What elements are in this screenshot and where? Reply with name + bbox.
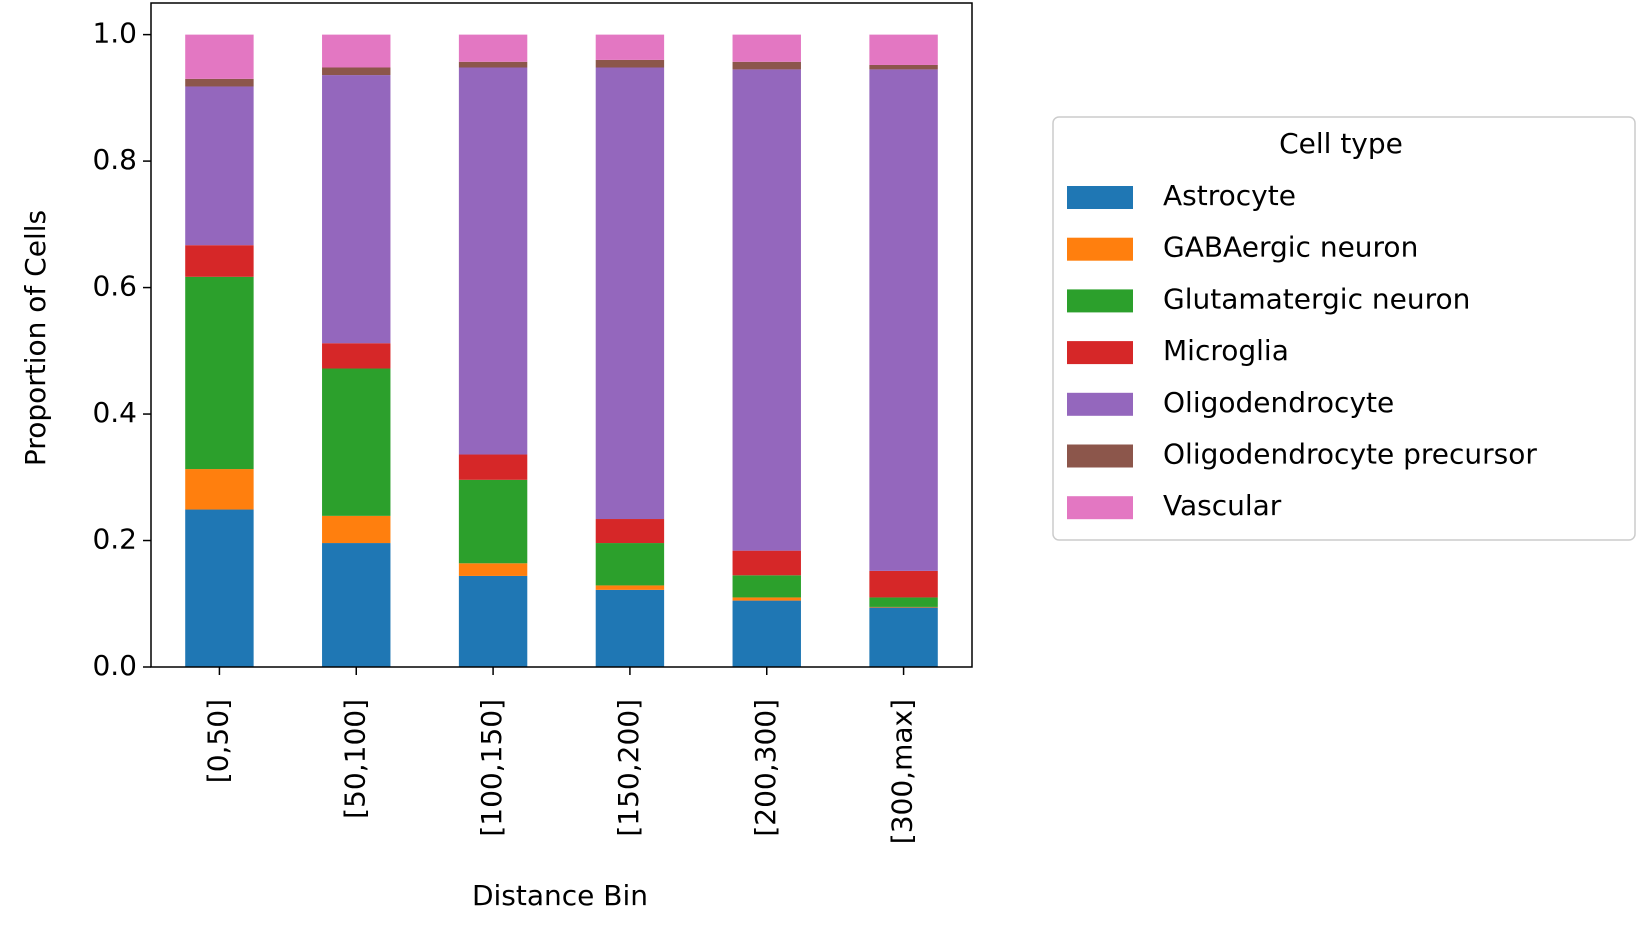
bar-segment <box>322 67 391 76</box>
x-tick-label: [300,max] <box>886 699 919 844</box>
x-tick-label: [50,100] <box>338 699 371 819</box>
legend-label: Glutamatergic neuron <box>1163 282 1470 315</box>
legend-swatch <box>1067 289 1133 313</box>
bar-segment <box>869 64 938 70</box>
bar-segment <box>595 67 665 520</box>
x-tick-label: [150,200] <box>612 699 645 837</box>
bar-segment <box>732 550 801 576</box>
legend-box <box>1052 116 1636 541</box>
legend-label: Oligodendrocyte <box>1163 386 1394 419</box>
legend-label: GABAergic neuron <box>1163 231 1418 264</box>
x-tick-label: [0,50] <box>201 699 234 783</box>
legend-label: Microglia <box>1163 334 1289 367</box>
bar-segment <box>732 600 801 667</box>
legend-swatch <box>1067 392 1133 416</box>
bar-segment <box>869 607 938 667</box>
y-tick-label: 0.6 <box>92 270 137 303</box>
legend-label: Vascular <box>1163 489 1282 522</box>
bar-segment <box>322 515 391 544</box>
bar-segment <box>869 69 938 571</box>
plot-frame <box>150 2 973 668</box>
legend-swatch <box>1067 444 1133 468</box>
y-tick-label: 0.8 <box>92 143 137 176</box>
bar-segment <box>595 59 665 68</box>
bar-segment <box>322 543 391 667</box>
bar-segment <box>595 585 665 590</box>
bar-segment <box>458 34 528 62</box>
bar-segment <box>732 69 801 551</box>
y-axis-label: Proportion of Cells <box>19 210 52 466</box>
x-axis-label: Distance Bin <box>472 879 648 912</box>
bar-segment <box>732 61 801 70</box>
bar-segment <box>869 34 938 65</box>
bar-segment <box>322 34 391 68</box>
bar-segment <box>732 34 801 62</box>
legend-label: Astrocyte <box>1163 179 1296 212</box>
x-tick-label: [200,300] <box>749 699 782 837</box>
bar-segment <box>185 86 254 246</box>
y-tick-label: 0.2 <box>92 523 137 556</box>
bar-segment <box>595 543 665 586</box>
legend-label: Oligodendrocyte precursor <box>1163 438 1537 471</box>
bar-segment <box>732 575 801 598</box>
bar-segment <box>185 276 254 470</box>
bar-segment <box>458 563 528 576</box>
y-tick-label: 0.4 <box>92 396 137 429</box>
legend-swatch <box>1067 341 1133 365</box>
bar-segment <box>869 570 938 598</box>
x-tick-label: [100,150] <box>475 699 508 837</box>
bar-segment <box>185 34 254 79</box>
bar-segment <box>869 606 938 608</box>
bar-segment <box>869 597 938 607</box>
y-tick-label: 0.0 <box>92 649 137 682</box>
legend-swatch <box>1067 496 1133 520</box>
bar-segment <box>732 597 801 601</box>
bar-segment <box>185 469 254 510</box>
bar-segment <box>595 589 665 667</box>
bar-segment <box>185 509 254 667</box>
legend-swatch <box>1067 237 1133 261</box>
y-tick-label: 1.0 <box>92 17 137 50</box>
bar-segment <box>185 245 254 277</box>
bar-segment <box>322 75 391 344</box>
bar-segment <box>458 575 528 667</box>
bar-segment <box>322 368 391 516</box>
bar-segment <box>458 61 528 68</box>
bar-segment <box>185 78 254 87</box>
bar-segment <box>458 454 528 480</box>
bar-segment <box>458 67 528 455</box>
legend-title: Cell type <box>1279 127 1403 160</box>
bar-segment <box>322 343 391 369</box>
bar-segment <box>595 519 665 544</box>
bar-segment <box>458 479 528 564</box>
bar-segment <box>595 34 665 60</box>
legend-swatch <box>1067 186 1133 209</box>
